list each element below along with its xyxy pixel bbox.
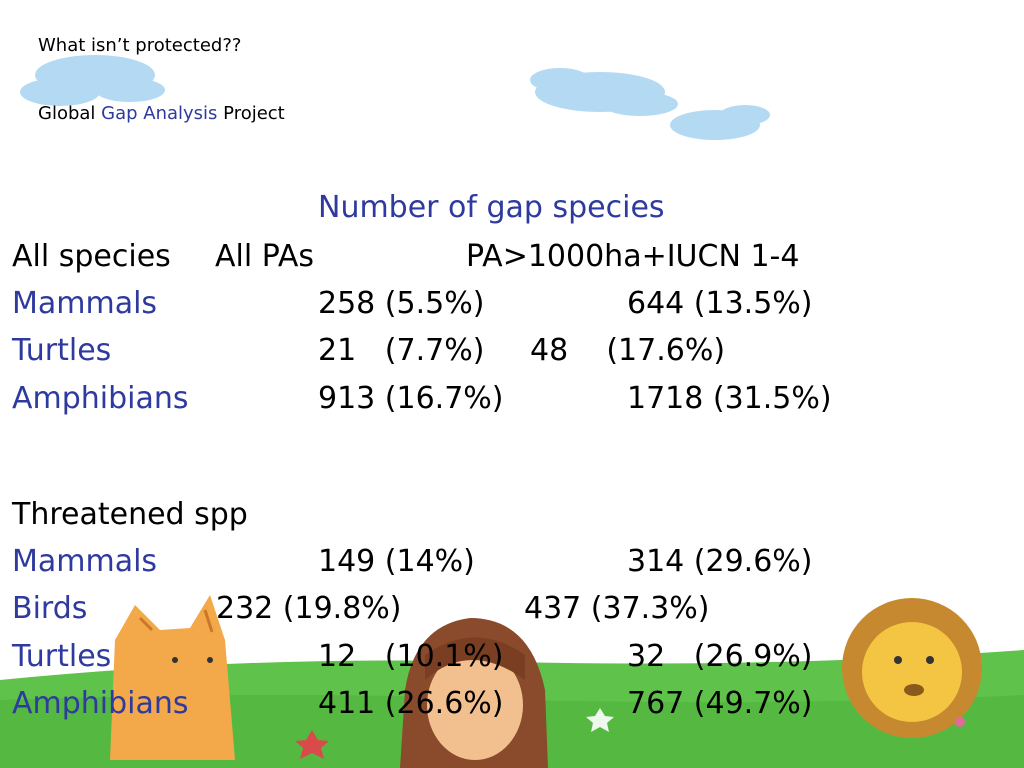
row-value-pa-iucn: 32 (26.9%)	[627, 639, 813, 674]
row-label: Amphibians	[12, 381, 189, 416]
row-label: Turtles	[12, 639, 112, 674]
header-all-pas: All PAs	[215, 239, 315, 274]
row-value-pa-iucn: 314 (29.6%)	[627, 544, 813, 579]
threatened-heading: Threatened spp	[12, 497, 248, 532]
row-value-pa-iucn: 1718 (31.5%)	[627, 381, 832, 416]
girl-illustration	[400, 618, 548, 768]
title-suffix: Project	[217, 103, 285, 124]
star-icon	[586, 708, 614, 732]
header-pa-iucn: PA>1000ha+IUCN 1-4	[466, 239, 800, 274]
row-label: Mammals	[12, 286, 158, 321]
row-value-pa-iucn: 644 (13.5%)	[627, 286, 813, 321]
cloud-icon	[670, 105, 770, 140]
row-label: Mammals	[12, 544, 158, 579]
row-value-all-pas: 411 (26.6%)	[318, 686, 504, 721]
cloud-icon	[530, 68, 678, 116]
slide-title: Global Gap Analysis Project	[38, 105, 285, 123]
row-value-pa-iucn: 48 (17.6%)	[530, 333, 726, 368]
row-value-all-pas: 12 (10.1%)	[318, 639, 504, 674]
row-label: Amphibians	[12, 686, 189, 721]
title-prefix: Global	[38, 103, 102, 124]
row-value-all-pas: 21 (7.7%)	[318, 333, 485, 368]
row-value-all-pas: 149 (14%)	[318, 544, 475, 579]
row-value-pa-iucn: 437 (37.3%)	[524, 591, 710, 626]
row-value-pa-iucn: 767 (49.7%)	[627, 686, 813, 721]
lion-illustration	[842, 598, 982, 738]
header-all-species: All species	[12, 239, 171, 274]
row-value-all-pas: 913 (16.7%)	[318, 381, 504, 416]
cloud-icon	[20, 55, 165, 106]
cat-illustration	[110, 595, 235, 760]
flower-icon	[955, 717, 965, 727]
star-icon	[295, 730, 329, 759]
row-value-all-pas: 232 (19.8%)	[216, 591, 402, 626]
title-highlight: Gap Analysis	[101, 103, 218, 124]
row-label: Birds	[12, 591, 88, 626]
slide-subtitle: What isn’t protected??	[38, 35, 242, 56]
table-title: Number of gap species	[318, 190, 665, 225]
row-label: Turtles	[12, 333, 112, 368]
row-value-all-pas: 258 (5.5%)	[318, 286, 485, 321]
